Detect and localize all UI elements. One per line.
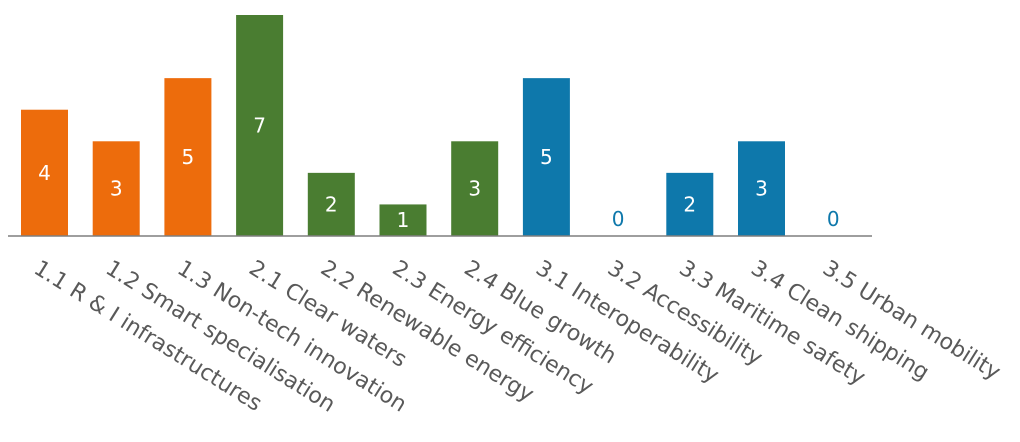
bar-2 (92, 141, 140, 236)
bar-4 (236, 15, 284, 236)
value-label-1: 4 (38, 161, 51, 185)
bar-1 (21, 109, 68, 236)
value-label-6: 1 (397, 208, 410, 232)
value-label-8: 5 (540, 145, 553, 169)
bar-5 (307, 172, 355, 236)
bar-3 (164, 78, 212, 237)
value-label-5: 2 (325, 192, 338, 216)
bar-8 (522, 78, 570, 237)
value-label-3: 5 (182, 145, 195, 169)
bars-group (21, 15, 785, 237)
bar-7 (451, 141, 499, 236)
bar-10 (666, 172, 714, 236)
value-label-12: 0 (827, 207, 840, 231)
value-label-7: 3 (468, 177, 481, 201)
value-label-10: 2 (683, 192, 696, 216)
value-label-11: 3 (755, 177, 768, 201)
bar-6 (379, 204, 427, 236)
value-labels-group: 4 3 5 7 2 1 3 5 0 2 3 0 (38, 114, 839, 233)
value-label-2: 3 (110, 177, 123, 201)
value-label-4: 7 (253, 114, 266, 138)
value-label-9: 0 (612, 207, 625, 231)
bar-11 (738, 141, 785, 236)
